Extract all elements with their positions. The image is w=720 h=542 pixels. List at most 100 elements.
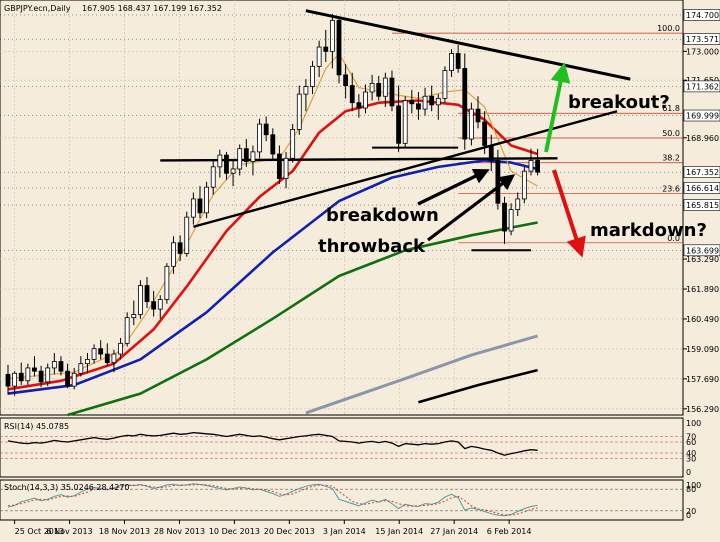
- candle-body: [32, 367, 37, 372]
- candle-body: [363, 91, 368, 109]
- candle-body: [270, 134, 276, 155]
- candle: [402, 96, 408, 148]
- candle: [435, 94, 441, 120]
- candle-body: [144, 285, 150, 303]
- candle-body: [91, 348, 97, 360]
- time-tick-label: 15 Jan 2014: [375, 527, 423, 536]
- time-tick-label: 28 Nov 2013: [154, 527, 205, 536]
- candle-body: [462, 68, 468, 140]
- candle-body: [442, 70, 448, 99]
- candle-body: [508, 209, 514, 232]
- candle: [310, 60, 315, 95]
- candle: [177, 235, 183, 261]
- rsi-tick-label: 0: [686, 468, 691, 477]
- candle-body: [164, 265, 170, 300]
- candles: [5, 13, 540, 396]
- candle-body: [329, 19, 335, 52]
- candle: [210, 160, 216, 195]
- candle: [283, 151, 289, 189]
- candle-body: [382, 77, 388, 97]
- candle: [376, 75, 382, 101]
- candle: [250, 145, 256, 176]
- candle: [528, 148, 534, 176]
- candle: [164, 263, 170, 304]
- candle: [343, 64, 349, 99]
- candle-body: [124, 317, 130, 344]
- candle: [131, 300, 137, 326]
- rsi-tick-label: 60: [686, 438, 696, 447]
- candle: [204, 181, 210, 219]
- time-tick-label: 25 Oct 2013: [15, 527, 64, 536]
- candle: [111, 349, 117, 373]
- candle-body: [131, 314, 137, 319]
- price-tag-box: [683, 182, 720, 194]
- candle: [316, 40, 322, 78]
- candle-body: [104, 353, 110, 363]
- candle-body: [535, 160, 540, 173]
- candle: [396, 85, 401, 152]
- price-tag-box: [683, 109, 720, 122]
- candle-body: [184, 216, 190, 254]
- candle-body: [515, 198, 521, 211]
- candle-body: [257, 123, 262, 153]
- price-tag-box: [683, 166, 720, 178]
- ma-50-line: [7, 159, 538, 395]
- time-tick-label: 10 Dec 2013: [209, 527, 260, 536]
- candle: [157, 295, 163, 319]
- candle-body: [316, 46, 322, 67]
- candle-body: [323, 46, 329, 52]
- throwback-arrow: [427, 174, 516, 242]
- candle-body: [495, 160, 501, 204]
- candle: [5, 364, 11, 395]
- rsi-line: [7, 431, 538, 456]
- candle: [237, 144, 243, 176]
- stoch-tick-label: 20: [686, 507, 696, 516]
- ma-200-line: [305, 334, 539, 415]
- candle: [535, 148, 540, 176]
- time-tick-label: 27 Jan 2014: [430, 527, 478, 536]
- candle: [482, 111, 488, 155]
- rsi-tick-label: 70: [686, 433, 696, 442]
- candle-body: [343, 74, 349, 86]
- fib-level-label: 38.2: [662, 154, 680, 163]
- label-markdown: markdown?: [590, 220, 707, 241]
- price-tag-label: 167.352: [686, 168, 719, 177]
- fib-level-label: 0.0: [667, 234, 680, 243]
- candle-body: [429, 95, 435, 106]
- candle: [515, 192, 521, 217]
- candle-body: [277, 153, 282, 180]
- breakout-arrow: [544, 62, 571, 153]
- annotation-arrows: [417, 62, 586, 258]
- candle: [171, 236, 176, 274]
- candle: [462, 53, 468, 150]
- candle: [91, 344, 97, 364]
- candle: [270, 128, 276, 161]
- price-tag-label: 174.700: [686, 11, 719, 20]
- stoch-tick-label: 0: [686, 511, 691, 520]
- candle-body: [197, 198, 203, 214]
- candle-body: [171, 242, 176, 267]
- annotation-labels: breakout? breakdown throwback markdown?: [318, 92, 707, 257]
- candle-body: [157, 299, 163, 310]
- upper-trendline: [305, 9, 631, 81]
- candle: [349, 72, 355, 112]
- candle-body: [263, 123, 269, 136]
- label-throwback: throwback: [318, 236, 426, 257]
- candle: [389, 70, 395, 112]
- candle-body: [224, 154, 229, 174]
- candle-body: [310, 65, 315, 88]
- main-price-pane[interactable]: 100.0 61.8 50.0 38.2 23.6 0.0 GBPJPY.ecn,Dail…: [0, 0, 707, 417]
- price-tick-label: 156.290: [686, 405, 719, 414]
- candle-body: [71, 372, 77, 387]
- candle: [290, 124, 296, 163]
- candle-body: [402, 100, 408, 144]
- candle: [230, 159, 236, 187]
- candle: [32, 356, 37, 377]
- candle-body: [389, 77, 395, 107]
